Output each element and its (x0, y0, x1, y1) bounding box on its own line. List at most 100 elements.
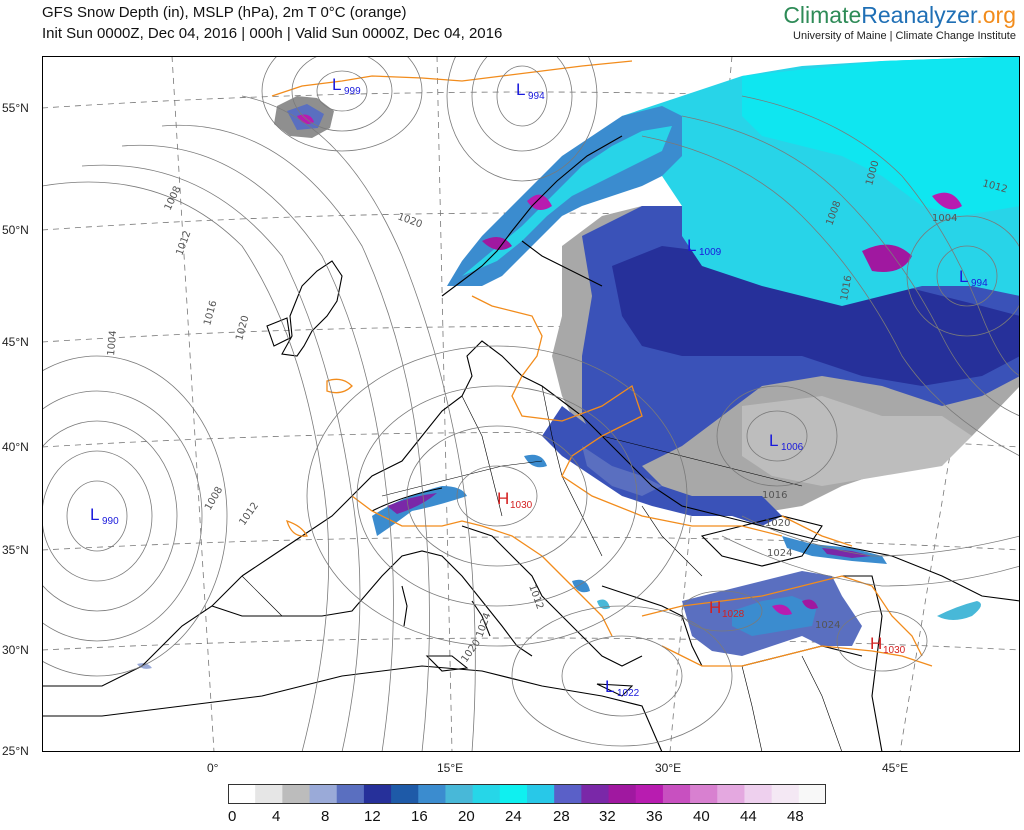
svg-text:L: L (605, 677, 614, 696)
colorbar-swatch (554, 784, 582, 804)
svg-text:999: 999 (344, 86, 361, 97)
high-pressure-center[interactable]: H 1030 (870, 634, 906, 656)
svg-text:L: L (332, 75, 341, 94)
colorbar-swatch (418, 784, 446, 804)
colorbar-swatch (499, 784, 528, 804)
lat-label-40n: 40°N (2, 440, 29, 454)
colorbar-swatch (255, 784, 283, 804)
svg-text:H: H (709, 598, 721, 617)
colorbar-frame (228, 784, 826, 804)
svg-text:994: 994 (971, 278, 988, 289)
svg-text:L: L (769, 431, 778, 450)
colorbar-tick-28: 28 (553, 808, 570, 825)
colorbar-swatch (717, 784, 745, 804)
isobar-label: 1020 (765, 518, 790, 529)
colorbar-swatch (472, 784, 501, 804)
colorbar-tick-44: 44 (740, 808, 757, 825)
svg-text:1030: 1030 (883, 645, 906, 656)
colorbar-swatch (228, 784, 256, 804)
pressure-centers: L 999 L 994 L 990 L 1009 L 994 L 1006 (90, 75, 988, 699)
colorbar-tick-0: 0 (228, 808, 237, 825)
lon-label-30e: 30°E (655, 761, 682, 775)
map-title: GFS Snow Depth (in), MSLP (hPa), 2m T 0°… (42, 2, 502, 44)
colorbar-tick-40: 40 (693, 808, 710, 825)
lon-label-15e: 15°E (437, 761, 464, 775)
lat-label-45n: 45°N (2, 335, 29, 349)
svg-text:L: L (687, 236, 696, 255)
isobar-label: 1004 (932, 213, 957, 224)
svg-text:L: L (516, 80, 525, 99)
low-pressure-center[interactable]: L 1006 (769, 431, 804, 453)
svg-text:994: 994 (528, 91, 545, 102)
svg-text:1022: 1022 (617, 688, 640, 699)
high-pressure-center[interactable]: H 1030 (497, 489, 533, 511)
colorbar-swatch (798, 784, 826, 804)
lat-label-50n: 50°N (2, 223, 29, 237)
colorbar-swatch (282, 784, 311, 804)
map-frame (42, 56, 1020, 752)
svg-text:L: L (959, 267, 968, 286)
colorbar-swatch (363, 784, 392, 804)
lat-label-25n: 25°N (2, 744, 29, 758)
colorbar-swatch (608, 784, 637, 804)
lat-label-30n: 30°N (2, 643, 29, 657)
colorbar-swatches (228, 784, 826, 804)
svg-text:1009: 1009 (699, 247, 722, 258)
brand-name-org: .org (976, 2, 1016, 28)
lat-label-35n: 35°N (2, 543, 29, 557)
isobar-label: 1004 (106, 330, 119, 356)
colorbar-swatch (581, 784, 610, 804)
low-pressure-center[interactable]: L 999 (332, 75, 361, 97)
brand-name-reanalyzer: Reanalyzer (861, 2, 977, 28)
colorbar-swatch (391, 784, 419, 804)
high-pressure-center[interactable]: H 1028 (709, 598, 745, 620)
brand-name: ClimateReanalyzer.org (783, 2, 1016, 28)
low-pressure-center[interactable]: L 994 (959, 267, 988, 289)
colorbar-swatch (445, 784, 474, 804)
isobar-label: 1024 (815, 620, 840, 631)
isobar-label: 1016 (762, 490, 787, 501)
colorbar-tick-16: 16 (411, 808, 428, 825)
title-line-2: Init Sun 0000Z, Dec 04, 2016 | 000h | Va… (42, 25, 503, 42)
colorbar-tick-12: 12 (364, 808, 381, 825)
colorbar-swatch (690, 784, 718, 804)
svg-text:1028: 1028 (722, 609, 745, 620)
svg-text:H: H (870, 634, 882, 653)
colorbar-tick-32: 32 (599, 808, 616, 825)
svg-text:1006: 1006 (781, 442, 804, 453)
colorbar-swatch (635, 784, 664, 804)
colorbar-swatch (309, 784, 338, 804)
colorbar-tick-20: 20 (458, 808, 475, 825)
colorbar-swatch (744, 784, 773, 804)
low-pressure-center[interactable]: L 1009 (687, 236, 722, 258)
snow-depth-colorbar (228, 784, 826, 804)
brand-name-climate: Climate (783, 2, 862, 28)
low-pressure-center[interactable]: L 990 (90, 505, 119, 527)
isobars (42, 56, 1020, 752)
colorbar-swatch (336, 784, 365, 804)
freezing-line (271, 60, 933, 667)
colorbar-tick-36: 36 (646, 808, 663, 825)
isobar-label: 1024 (767, 548, 792, 559)
weather-map[interactable]: 1008 1012 1016 1020 1004 1008 1012 1020 … (42, 56, 1020, 752)
low-pressure-center[interactable]: L 1022 (605, 677, 640, 699)
brand-logo[interactable]: ClimateReanalyzer.org University of Main… (783, 2, 1016, 42)
svg-text:L: L (90, 505, 99, 524)
colorbar-tick-24: 24 (505, 808, 522, 825)
brand-subtitle: University of Maine | Climate Change Ins… (793, 30, 1016, 42)
lat-label-55n: 55°N (2, 101, 29, 115)
colorbar-tick-4: 4 (272, 808, 281, 825)
colorbar-tick-8: 8 (321, 808, 330, 825)
colorbar-swatch (662, 784, 691, 804)
lon-label-45e: 45°E (882, 761, 909, 775)
colorbar-swatch (771, 784, 800, 804)
colorbar-swatch (527, 784, 555, 804)
title-line-1: GFS Snow Depth (in), MSLP (hPa), 2m T 0°… (42, 4, 407, 21)
lon-label-0: 0° (207, 761, 219, 775)
svg-text:1030: 1030 (510, 500, 533, 511)
colorbar-tick-48: 48 (787, 808, 804, 825)
isobar-label: 1016 (839, 275, 854, 302)
svg-text:990: 990 (102, 516, 119, 527)
svg-text:H: H (497, 489, 509, 508)
low-pressure-center[interactable]: L 994 (516, 80, 545, 102)
